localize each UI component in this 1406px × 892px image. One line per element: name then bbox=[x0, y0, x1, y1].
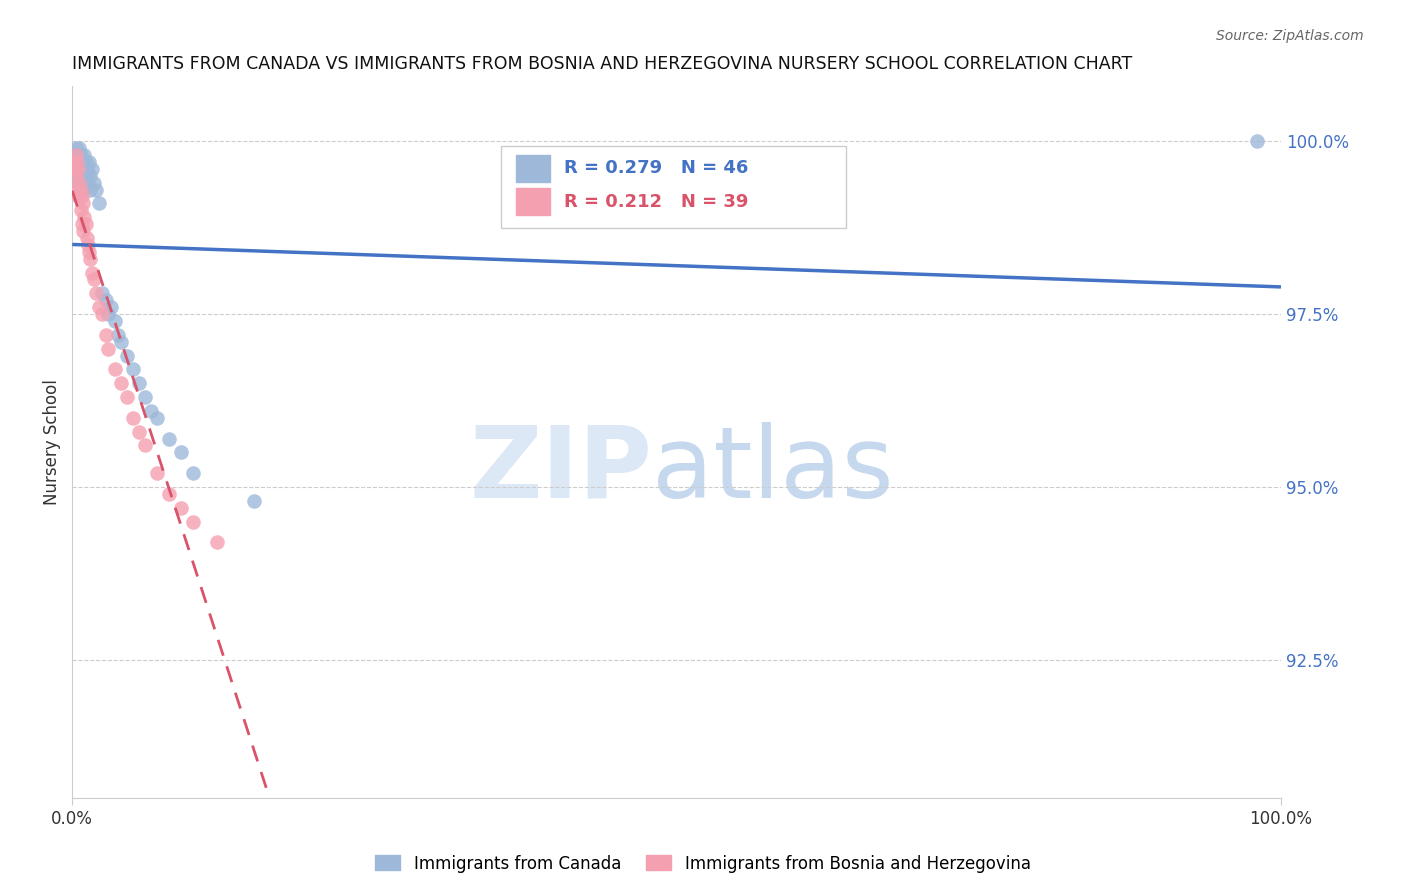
Point bbox=[207, 535, 229, 549]
Y-axis label: Nursery School: Nursery School bbox=[44, 379, 60, 505]
Point bbox=[79, 169, 101, 183]
Point bbox=[110, 376, 132, 391]
Point bbox=[72, 182, 94, 196]
Point bbox=[66, 154, 89, 169]
Point bbox=[146, 410, 169, 425]
Legend: Immigrants from Canada, Immigrants from Bosnia and Herzegovina: Immigrants from Canada, Immigrants from … bbox=[368, 848, 1038, 880]
Point bbox=[65, 141, 87, 155]
Point bbox=[73, 169, 96, 183]
Point bbox=[70, 217, 93, 231]
Point bbox=[115, 390, 138, 404]
Point bbox=[69, 176, 91, 190]
Point bbox=[87, 300, 110, 314]
Point bbox=[75, 217, 97, 231]
Point bbox=[72, 196, 94, 211]
Point bbox=[181, 515, 204, 529]
Point bbox=[146, 466, 169, 480]
Point bbox=[62, 148, 84, 162]
Point bbox=[80, 161, 103, 176]
Point bbox=[107, 327, 129, 342]
Point bbox=[128, 425, 150, 439]
Point bbox=[103, 362, 125, 376]
Point bbox=[73, 211, 96, 225]
Point bbox=[170, 445, 193, 459]
Point bbox=[72, 224, 94, 238]
Point bbox=[157, 487, 180, 501]
Point bbox=[65, 161, 87, 176]
Point bbox=[97, 307, 120, 321]
Point bbox=[79, 252, 101, 266]
Point bbox=[110, 334, 132, 349]
Point bbox=[65, 148, 87, 162]
Point bbox=[139, 404, 162, 418]
Point bbox=[67, 161, 90, 176]
Point bbox=[134, 438, 156, 452]
Point bbox=[121, 362, 143, 376]
Point bbox=[170, 500, 193, 515]
Point bbox=[77, 176, 100, 190]
Bar bbox=[516, 188, 550, 216]
Point bbox=[69, 141, 91, 155]
Point bbox=[66, 169, 89, 183]
Point bbox=[70, 154, 93, 169]
Point bbox=[77, 238, 100, 252]
Point bbox=[97, 342, 120, 356]
Point bbox=[76, 231, 98, 245]
Point bbox=[73, 148, 96, 162]
Point bbox=[83, 176, 105, 190]
Point bbox=[69, 148, 91, 162]
Point bbox=[72, 161, 94, 176]
Point bbox=[86, 182, 108, 196]
Text: Source: ZipAtlas.com: Source: ZipAtlas.com bbox=[1216, 29, 1364, 44]
FancyBboxPatch shape bbox=[502, 146, 846, 228]
Point bbox=[79, 182, 101, 196]
Point bbox=[121, 410, 143, 425]
Point bbox=[83, 272, 105, 286]
Point bbox=[103, 314, 125, 328]
Point bbox=[157, 432, 180, 446]
Point bbox=[62, 154, 84, 169]
Point bbox=[67, 189, 90, 203]
Text: atlas: atlas bbox=[652, 422, 894, 519]
Point bbox=[1246, 134, 1268, 148]
Point bbox=[242, 493, 264, 508]
Bar bbox=[516, 155, 550, 182]
Point bbox=[67, 154, 90, 169]
Point bbox=[69, 203, 91, 218]
Point bbox=[69, 182, 91, 196]
Point bbox=[63, 161, 86, 176]
Point bbox=[70, 189, 93, 203]
Point bbox=[66, 182, 89, 196]
Point bbox=[77, 244, 100, 259]
Point bbox=[94, 327, 117, 342]
Point bbox=[70, 182, 93, 196]
Point bbox=[77, 154, 100, 169]
Text: R = 0.279   N = 46: R = 0.279 N = 46 bbox=[564, 160, 748, 178]
Point bbox=[65, 169, 87, 183]
Point bbox=[91, 286, 114, 301]
Point bbox=[67, 176, 90, 190]
Text: ZIP: ZIP bbox=[470, 422, 652, 519]
Point bbox=[69, 161, 91, 176]
Point bbox=[115, 349, 138, 363]
Point bbox=[69, 176, 91, 190]
Point bbox=[87, 196, 110, 211]
Point bbox=[63, 154, 86, 169]
Point bbox=[134, 390, 156, 404]
Text: R = 0.212   N = 39: R = 0.212 N = 39 bbox=[564, 193, 748, 211]
Point bbox=[91, 307, 114, 321]
Point bbox=[94, 293, 117, 308]
Point bbox=[128, 376, 150, 391]
Point bbox=[80, 266, 103, 280]
Point bbox=[181, 466, 204, 480]
Text: IMMIGRANTS FROM CANADA VS IMMIGRANTS FROM BOSNIA AND HERZEGOVINA NURSERY SCHOOL : IMMIGRANTS FROM CANADA VS IMMIGRANTS FRO… bbox=[72, 55, 1132, 73]
Point bbox=[76, 161, 98, 176]
Point bbox=[100, 300, 122, 314]
Point bbox=[66, 148, 89, 162]
Point bbox=[75, 154, 97, 169]
Point bbox=[86, 286, 108, 301]
